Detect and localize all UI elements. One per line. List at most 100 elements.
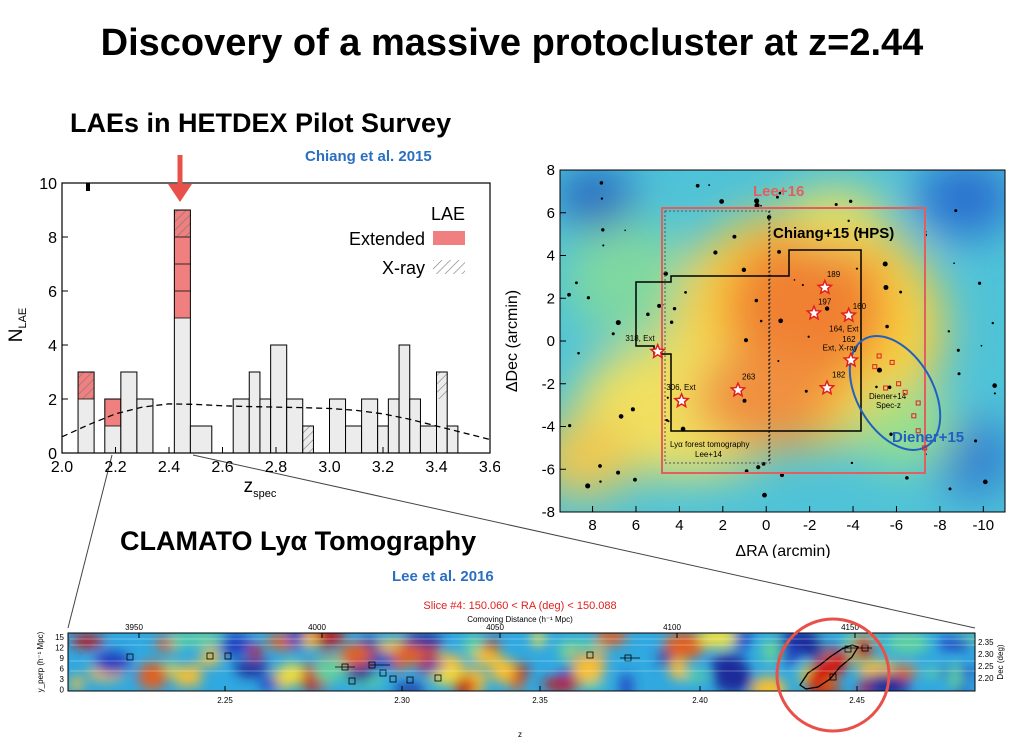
galaxy-dot <box>598 464 602 468</box>
density-map-background <box>560 170 1005 512</box>
galaxy-dot <box>611 332 615 336</box>
tomography-markers <box>70 638 975 685</box>
slide-title: Discovery of a massive protocluster at z… <box>100 22 924 64</box>
galaxy-dot <box>672 306 677 311</box>
density-blob <box>472 649 501 666</box>
lee-citation: Lee et al. 2016 <box>392 568 494 585</box>
histogram-bar-cell <box>136 399 153 426</box>
map-xlabel: ΔRA (arcmin) <box>735 543 830 558</box>
histogram-bar-cell <box>270 345 287 372</box>
spec-z-square <box>872 364 878 370</box>
lee16-box <box>661 207 926 474</box>
star-label: 162 <box>842 335 856 344</box>
galaxy-dot <box>657 303 662 308</box>
galaxy-dots <box>567 181 997 498</box>
histogram-ylabel: NLAE <box>6 308 29 343</box>
map-x-tick-label: -2 <box>803 517 816 534</box>
tomography-marker <box>126 653 134 661</box>
tomography-marker <box>348 677 356 685</box>
lae-star <box>805 304 823 321</box>
histogram-bar-cell <box>249 426 260 453</box>
histogram-bar-cell <box>329 399 346 426</box>
density-blob <box>393 644 426 666</box>
galaxy-dot <box>857 230 861 233</box>
galaxy-dot <box>956 348 960 352</box>
galaxy-dot <box>777 360 780 363</box>
density-blob <box>866 673 905 691</box>
diener14-label-1: Diener+14 <box>869 392 907 401</box>
galaxy-dot <box>599 181 604 185</box>
density-blob <box>885 633 930 655</box>
histogram-x-ticks: 2.0 2.2 2.4 2.6 2.8 3.0 3.2 3.4 3.6 <box>51 447 500 476</box>
galaxy-dot <box>754 298 759 303</box>
map-x-tick-label: 2 <box>719 517 727 534</box>
density-blob <box>171 633 185 653</box>
histogram-marker <box>86 183 90 191</box>
galaxy-dot <box>807 335 810 338</box>
tomography-box <box>664 210 771 464</box>
xray-hatch <box>436 372 448 399</box>
spec-z-square <box>915 400 921 406</box>
lae-histogram: 2.0 2.2 2.4 2.6 2.8 3.0 3.2 3.4 3.6 0 2 4 6 8 10 NLAE… <box>6 155 500 500</box>
map-x-tick-label: 8 <box>588 517 596 534</box>
galaxy-dot <box>778 318 783 324</box>
histogram-bar-cell <box>329 426 346 453</box>
density-blob <box>258 676 279 691</box>
x-tick-label: 3.4 <box>425 459 447 476</box>
galaxy-dot <box>568 423 572 428</box>
map-y-tick-label: -4 <box>542 419 555 436</box>
map-y-tick-label: 4 <box>547 248 555 265</box>
histogram-bar-cell <box>361 426 378 453</box>
map-x-tick-label: 0 <box>762 517 770 534</box>
galaxy-dot <box>980 344 983 347</box>
histogram-bar-cell <box>399 426 410 453</box>
galaxy-dot <box>762 492 767 498</box>
histogram-bar-cell <box>259 399 271 426</box>
tomography-marker <box>206 652 214 660</box>
density-blob <box>174 665 191 688</box>
protocluster-highlight-circle <box>775 617 891 733</box>
spec-z-square <box>911 413 917 419</box>
star-label: 160 <box>853 302 867 311</box>
redshift-tick-label: 2.35 <box>532 696 548 705</box>
distance-tick-label: 4150 <box>841 623 859 632</box>
x-tick-label: 2.8 <box>265 459 287 476</box>
tomography-map <box>68 633 975 691</box>
galaxy-dot <box>804 389 808 393</box>
diener15-label: Diener+15 <box>892 429 964 446</box>
lee16-label: Lee+16 <box>753 183 804 200</box>
map-y-tick-label: -2 <box>542 376 555 393</box>
density-blob <box>70 634 104 649</box>
galaxy-dot <box>801 283 804 287</box>
galaxy-dot <box>993 392 996 395</box>
density-blob <box>421 661 446 671</box>
galaxy-dot <box>850 461 854 465</box>
galaxy-dot <box>875 385 878 389</box>
histogram-bar-cell <box>286 426 303 453</box>
histogram-bar-cell <box>174 318 191 345</box>
smooth-curve <box>61 403 491 441</box>
histogram-bar-cell <box>120 426 137 453</box>
galaxy-dot <box>760 204 762 207</box>
histogram-bar-cell <box>174 345 191 372</box>
histogram-bar-cell <box>388 399 400 426</box>
galaxy-dot <box>948 487 952 491</box>
distance-tick-label: 4100 <box>663 623 681 632</box>
yperp-tick-label: 15 <box>55 633 64 642</box>
histogram-bar-cell <box>259 426 271 453</box>
star-label: Ext, X-ray <box>823 344 858 353</box>
yperp-tick-label: 12 <box>55 644 64 653</box>
galaxy-dot <box>991 321 994 325</box>
histogram-bar-cell <box>409 399 421 426</box>
yperp-tick-label: 9 <box>60 654 65 663</box>
histogram-bar-cell <box>233 399 250 426</box>
histogram-bar-cell <box>249 372 260 399</box>
histogram-bar-cell <box>136 426 153 453</box>
chiang15-label: Chiang+15 (HPS) <box>773 225 894 242</box>
galaxy-dot <box>974 439 978 443</box>
galaxy-dot <box>732 234 737 239</box>
map-y-ticks: 8 6 4 2 0 -2 -4 -6 -8 <box>542 162 566 521</box>
x-tick-label: 3.6 <box>479 459 500 476</box>
comoving-distance-label: Comoving Distance (h⁻¹ Mpc) <box>467 615 573 624</box>
histogram-bar-cell <box>78 426 95 453</box>
